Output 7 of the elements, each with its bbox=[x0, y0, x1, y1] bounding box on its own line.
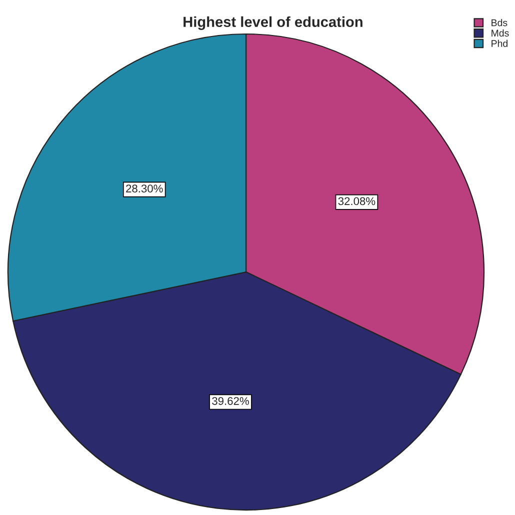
data-label: 39.62% bbox=[212, 397, 249, 405]
data-label: 32.08% bbox=[338, 197, 376, 206]
data-label: 28.30% bbox=[126, 184, 163, 192]
legend-label: Mds bbox=[492, 29, 509, 37]
legend-label: Bds bbox=[492, 19, 508, 26]
legend-label: Phd bbox=[492, 40, 508, 47]
chart-title: Highest level of education bbox=[184, 16, 362, 30]
